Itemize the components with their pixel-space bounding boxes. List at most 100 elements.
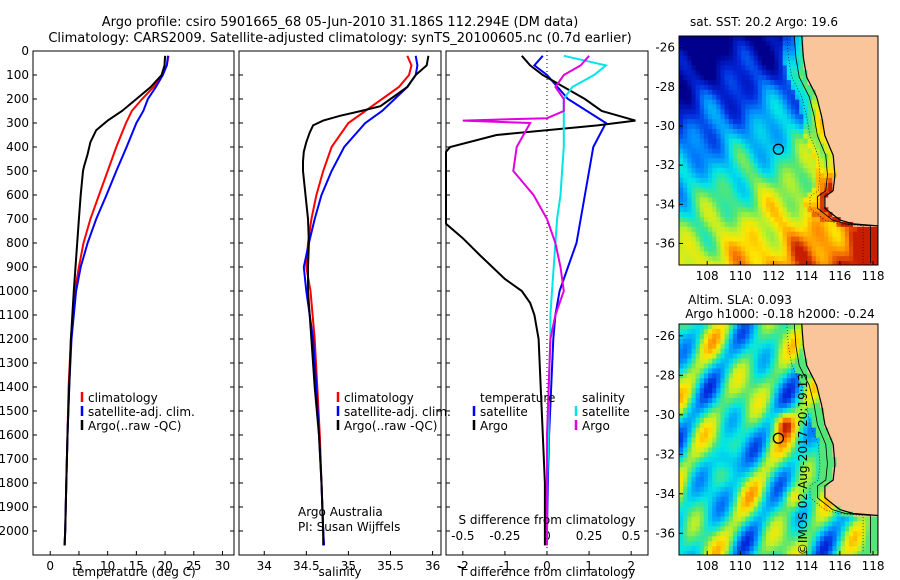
ocean-cell — [683, 462, 688, 468]
ocean-cell — [815, 246, 821, 252]
ocean-cell — [712, 407, 717, 414]
ocean-cell — [691, 177, 697, 184]
ocean-cell — [741, 89, 746, 96]
legend-temp-header: temperature — [480, 391, 555, 405]
ocean-cell — [757, 226, 763, 233]
ocean-cell — [766, 467, 771, 473]
ocean-cell — [766, 457, 771, 463]
ocean-cell — [799, 422, 804, 429]
ocean-cell — [840, 256, 846, 262]
ocean-cell — [778, 427, 784, 434]
ocean-cell — [708, 128, 713, 135]
land-cell — [865, 432, 871, 439]
ocean-cell — [745, 217, 751, 223]
land-cell — [840, 383, 846, 389]
ocean-cell — [708, 226, 713, 233]
land-cell — [844, 324, 850, 330]
ocean-cell — [844, 256, 850, 262]
land-cell — [865, 143, 871, 150]
land-cell — [840, 207, 846, 213]
ocean-cell — [741, 187, 746, 194]
ocean-cell — [766, 65, 771, 71]
ocean-cell — [790, 128, 796, 135]
land-cell — [840, 402, 846, 409]
ocean-cell — [737, 241, 742, 247]
ocean-cell — [728, 462, 734, 468]
ocean-cell — [724, 153, 730, 159]
ocean-cell — [745, 75, 751, 81]
ocean-cell — [795, 417, 800, 424]
ocean-cell — [757, 231, 763, 238]
ocean-cell — [687, 89, 693, 96]
ocean-cell — [807, 246, 813, 252]
ocean-cell — [749, 521, 755, 527]
ocean-cell — [753, 80, 759, 86]
ocean-cell — [687, 80, 693, 86]
ocean-cell — [691, 486, 697, 493]
ocean-cell — [795, 119, 800, 125]
ocean-cell — [774, 501, 780, 508]
land-cell — [857, 133, 863, 140]
land-cell — [873, 422, 878, 429]
land-cell — [844, 45, 850, 52]
ocean-cell — [712, 393, 717, 399]
ocean-cell — [687, 75, 693, 81]
land-cell — [848, 457, 854, 463]
land-cell — [853, 202, 858, 208]
ocean-cell — [753, 197, 759, 203]
ocean-cell — [683, 511, 688, 518]
ocean-cell — [761, 89, 767, 96]
ocean-cell — [691, 236, 697, 243]
land-cell — [844, 491, 850, 498]
ocean-cell — [819, 472, 825, 478]
ocean-cell — [770, 378, 775, 384]
ocean-cell — [799, 437, 804, 444]
ocean-cell — [728, 173, 734, 179]
ocean-cell — [737, 187, 742, 194]
ocean-cell — [737, 80, 742, 86]
ocean-cell — [712, 324, 717, 330]
ocean-cell — [774, 398, 780, 404]
ocean-cell — [761, 506, 767, 513]
ocean-cell — [778, 393, 784, 399]
ocean-cell — [807, 472, 813, 478]
ocean-cell — [716, 36, 722, 42]
map-field — [679, 36, 878, 265]
ocean-cell — [811, 511, 817, 518]
ocean-cell — [811, 109, 817, 115]
ocean-cell — [749, 442, 755, 448]
land-cell — [869, 491, 875, 498]
ocean-cell — [832, 541, 838, 547]
ocean-cell — [753, 246, 759, 252]
ocean-cell — [790, 236, 796, 243]
ocean-cell — [774, 241, 780, 247]
ocean-cell — [695, 75, 701, 81]
land-cell — [857, 45, 863, 52]
ocean-cell — [716, 75, 722, 81]
ocean-cell — [720, 546, 726, 552]
ocean-cell — [699, 36, 705, 42]
ocean-cell — [795, 256, 800, 262]
ocean-cell — [828, 221, 833, 228]
ocean-cell — [803, 402, 809, 409]
ocean-cell — [728, 343, 734, 350]
ocean-cell — [695, 378, 701, 384]
ocean-cell — [790, 84, 796, 91]
ocean-cell — [712, 55, 717, 62]
ocean-cell — [708, 551, 713, 555]
ocean-cell — [811, 447, 817, 453]
ocean-cell — [687, 526, 693, 532]
ocean-cell — [807, 398, 813, 404]
land-cell — [840, 407, 846, 414]
ocean-cell — [753, 462, 759, 468]
ocean-cell — [782, 363, 788, 370]
ocean-cell — [761, 536, 767, 542]
ocean-cell — [724, 452, 730, 458]
ocean-cell — [703, 226, 709, 233]
ocean-cell — [687, 124, 693, 130]
ocean-cell — [761, 192, 767, 199]
ocean-cell — [782, 462, 788, 468]
ocean-cell — [699, 324, 705, 330]
ocean-cell — [720, 541, 726, 547]
land-cell — [836, 383, 842, 389]
